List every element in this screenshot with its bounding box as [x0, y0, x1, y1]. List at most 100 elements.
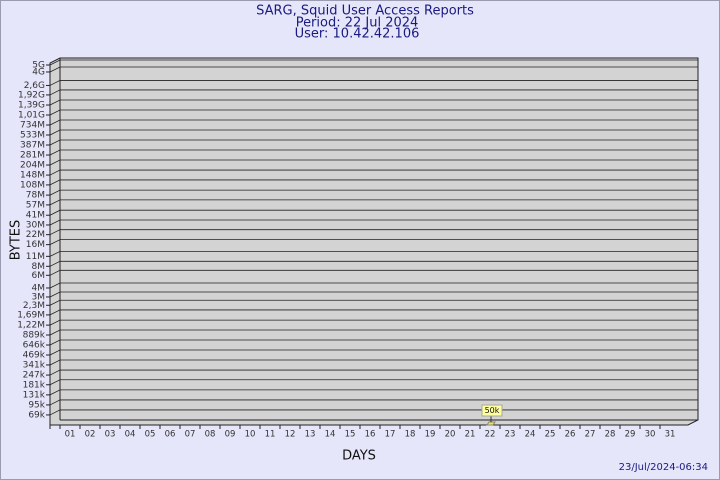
- timestamp: 23/Jul/2024-06:34: [619, 462, 708, 473]
- x-tick-label: 15: [345, 430, 356, 440]
- grid-line: [49, 369, 698, 376]
- grid-line: [49, 119, 698, 126]
- x-tick-label: 11: [265, 430, 276, 440]
- grid-line: [49, 349, 698, 356]
- x-tick-label: 13: [305, 430, 316, 440]
- x-tick-label: 30: [645, 430, 656, 440]
- grid-line: [49, 199, 698, 206]
- y-tick-label: 22M: [26, 230, 45, 240]
- grid-line: [49, 399, 698, 406]
- y-tick-label: 57M: [26, 200, 45, 210]
- x-tick-label: 06: [165, 430, 176, 440]
- y-tick-label: 108M: [20, 180, 45, 190]
- grid-line: [49, 291, 698, 298]
- y-tick-label: 281M: [20, 151, 45, 161]
- x-tick-label: 12: [285, 430, 296, 440]
- grid-line: [49, 109, 698, 116]
- x-tick-label: 28: [605, 430, 616, 440]
- grid-line: [49, 389, 698, 396]
- y-tick-label: 8M: [32, 262, 46, 272]
- y-tick-label: 95k: [28, 400, 45, 410]
- grid-line: [49, 179, 698, 186]
- grid-line: [49, 139, 698, 146]
- y-tick-label: 6M: [32, 271, 46, 281]
- y-tick-label: 5G: [32, 61, 45, 71]
- y-tick-label: 204M: [20, 161, 45, 171]
- y-tick-label: 247k: [23, 371, 46, 381]
- y-tick-label: 16M: [26, 240, 45, 250]
- grid-line: [49, 239, 698, 245]
- y-tick-label: 469k: [23, 351, 46, 361]
- grid-line: [49, 379, 698, 386]
- x-tick-label: 05: [145, 430, 156, 440]
- y-tick-label: 1,39G: [18, 101, 45, 111]
- x-tick-label: 01: [65, 430, 76, 440]
- y-tick-label: 3M: [32, 292, 46, 302]
- grid-line: [49, 229, 698, 236]
- x-tick-label: 02: [85, 430, 96, 440]
- grid-line: [49, 149, 698, 156]
- y-tick-label: 2,3M: [23, 301, 45, 311]
- grid-line: [49, 359, 698, 366]
- y-tick-label: 69k: [28, 410, 45, 420]
- y-tick-label: 1,22M: [17, 321, 45, 331]
- grid-line: [49, 89, 698, 96]
- grid-line: [49, 189, 698, 196]
- x-tick-label: 31: [665, 430, 676, 440]
- y-tick-label: 646k: [23, 340, 46, 350]
- y-tick-label: 1,92G: [18, 90, 45, 100]
- y-tick-label: 131k: [23, 390, 46, 400]
- grid-line: [49, 129, 698, 136]
- y-tick-label: 387M: [20, 141, 45, 151]
- x-tick-label: 09: [225, 430, 236, 440]
- y-axis-label: BYTES: [9, 220, 24, 261]
- grid-line: [49, 339, 698, 346]
- grid-line: [49, 329, 698, 336]
- x-tick-label: 08: [205, 430, 216, 440]
- y-tick-label: 4M: [32, 283, 46, 293]
- y-tick-label: 533M: [20, 131, 45, 141]
- x-tick-label: 19: [425, 430, 436, 440]
- grid-line: [49, 59, 698, 66]
- y-tick-label: 734M: [20, 120, 45, 130]
- x-tick-label: 17: [385, 430, 396, 440]
- x-tick-label: 23: [505, 430, 516, 440]
- x-tick-label: 16: [365, 430, 376, 440]
- y-tick-label: 30M: [26, 220, 45, 230]
- grid-line: [49, 260, 698, 267]
- grid-line: [49, 209, 698, 216]
- y-tick-label: 78M: [26, 191, 45, 201]
- y-tick-label: 148M: [20, 171, 45, 181]
- y-tick-label: 181k: [23, 380, 46, 390]
- grid-line: [49, 66, 698, 73]
- x-tick-label: 25: [545, 430, 556, 440]
- x-tick-label: 14: [325, 430, 336, 440]
- x-tick-label: 03: [105, 430, 116, 440]
- x-tick-label: 10: [245, 430, 256, 440]
- x-tick-label: 07: [185, 430, 196, 440]
- y-tick-label: 11M: [26, 252, 45, 262]
- y-tick-label: 889k: [23, 331, 46, 341]
- chart-user: User: 10.42.42.106: [295, 27, 420, 42]
- grid-line: [49, 250, 698, 257]
- grid-line: [49, 80, 698, 86]
- x-axis-label: DAYS: [342, 449, 376, 464]
- x-tick-label: 04: [125, 430, 136, 440]
- y-tick-label: 1,01G: [18, 111, 45, 121]
- grid-line: [49, 219, 698, 226]
- value-label: 50k: [485, 406, 500, 415]
- x-tick-label: 22: [485, 430, 496, 440]
- label-box: [481, 404, 503, 417]
- y-tick-label: 4G: [32, 67, 45, 77]
- y-tick-label: 341k: [23, 360, 46, 370]
- y-tick-label: 41M: [26, 211, 45, 221]
- grid-line: [49, 99, 698, 106]
- grid-line: [49, 269, 698, 276]
- grid-line: [49, 319, 698, 326]
- x-tick-label: 29: [625, 430, 636, 440]
- grid-line: [49, 299, 698, 306]
- grid-line: [49, 169, 698, 176]
- y-tick-label: 1,69M: [17, 310, 45, 320]
- x-tick-label: 21: [465, 430, 476, 440]
